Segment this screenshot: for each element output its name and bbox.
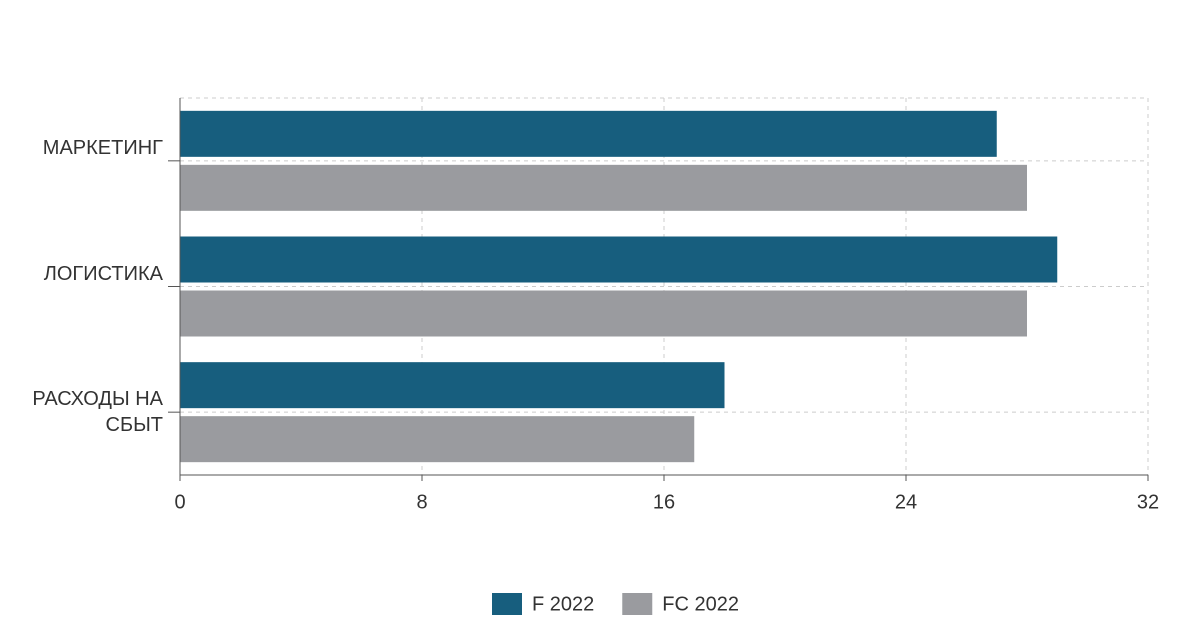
legend-swatch (622, 593, 653, 615)
bar (180, 164, 1027, 211)
legend-label: F 2022 (532, 593, 594, 615)
bar (180, 416, 695, 463)
x-tick-label: 24 (895, 491, 917, 513)
bar (180, 290, 1027, 337)
bar (180, 236, 1058, 283)
x-tick-label: 8 (416, 491, 427, 513)
x-tick-label: 16 (653, 491, 675, 513)
legend-label: FC 2022 (662, 593, 739, 615)
legend-swatch (492, 593, 522, 615)
y-tick-label: ЛОГИСТИКА (43, 262, 163, 285)
bar (180, 110, 997, 157)
y-tick-label: РАСХОДЫ НА СБЫТ (32, 388, 163, 437)
y-tick-label: МАРКЕТИНГ (42, 136, 163, 159)
bar (180, 362, 725, 409)
x-tick-label: 32 (1137, 491, 1159, 513)
x-tick-label: 0 (174, 491, 185, 513)
